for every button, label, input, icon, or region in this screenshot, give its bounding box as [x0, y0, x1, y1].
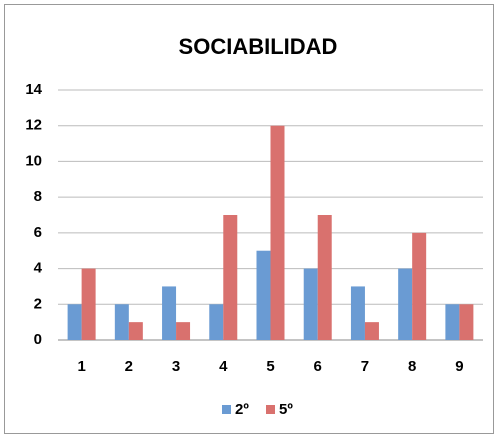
- y-tick-label: 14: [25, 81, 42, 98]
- bar: [317, 215, 332, 340]
- x-tick-label: 6: [314, 358, 322, 375]
- y-tick-label: 0: [34, 331, 42, 348]
- bar: [162, 286, 177, 340]
- x-tick-label: 3: [172, 358, 180, 375]
- x-tick-label: 9: [455, 358, 463, 375]
- x-tick-label: 8: [408, 358, 416, 375]
- bar: [270, 125, 285, 340]
- bar: [398, 268, 413, 340]
- legend-label: 5º: [279, 401, 293, 418]
- y-tick-label: 2: [34, 295, 42, 312]
- y-tick-label: 4: [34, 260, 43, 277]
- bar: [176, 322, 191, 340]
- bar: [223, 215, 238, 340]
- bar: [350, 286, 365, 340]
- chart-title: SOCIABILIDAD: [179, 34, 338, 59]
- bar: [209, 304, 224, 340]
- bar: [81, 268, 96, 340]
- y-tick-label: 12: [25, 117, 42, 134]
- bar: [364, 322, 379, 340]
- bar: [303, 268, 318, 340]
- y-tick-label: 10: [25, 152, 42, 169]
- bar: [459, 304, 474, 340]
- legend-swatch: [222, 405, 231, 414]
- y-tick-label: 8: [34, 188, 42, 205]
- x-tick-label: 1: [77, 358, 85, 375]
- x-tick-label: 2: [125, 358, 133, 375]
- bar: [256, 250, 271, 340]
- x-tick-label: 4: [219, 358, 228, 375]
- x-tick-label: 5: [266, 358, 274, 375]
- bar: [445, 304, 460, 340]
- legend-label: 2º: [235, 401, 249, 418]
- bar: [412, 232, 427, 340]
- bar: [67, 304, 82, 340]
- legend-swatch: [266, 405, 275, 414]
- bar: [114, 304, 129, 340]
- x-tick-label: 7: [361, 358, 369, 375]
- chart-border: [4, 4, 494, 434]
- y-tick-label: 6: [34, 224, 42, 241]
- bar: [128, 322, 143, 340]
